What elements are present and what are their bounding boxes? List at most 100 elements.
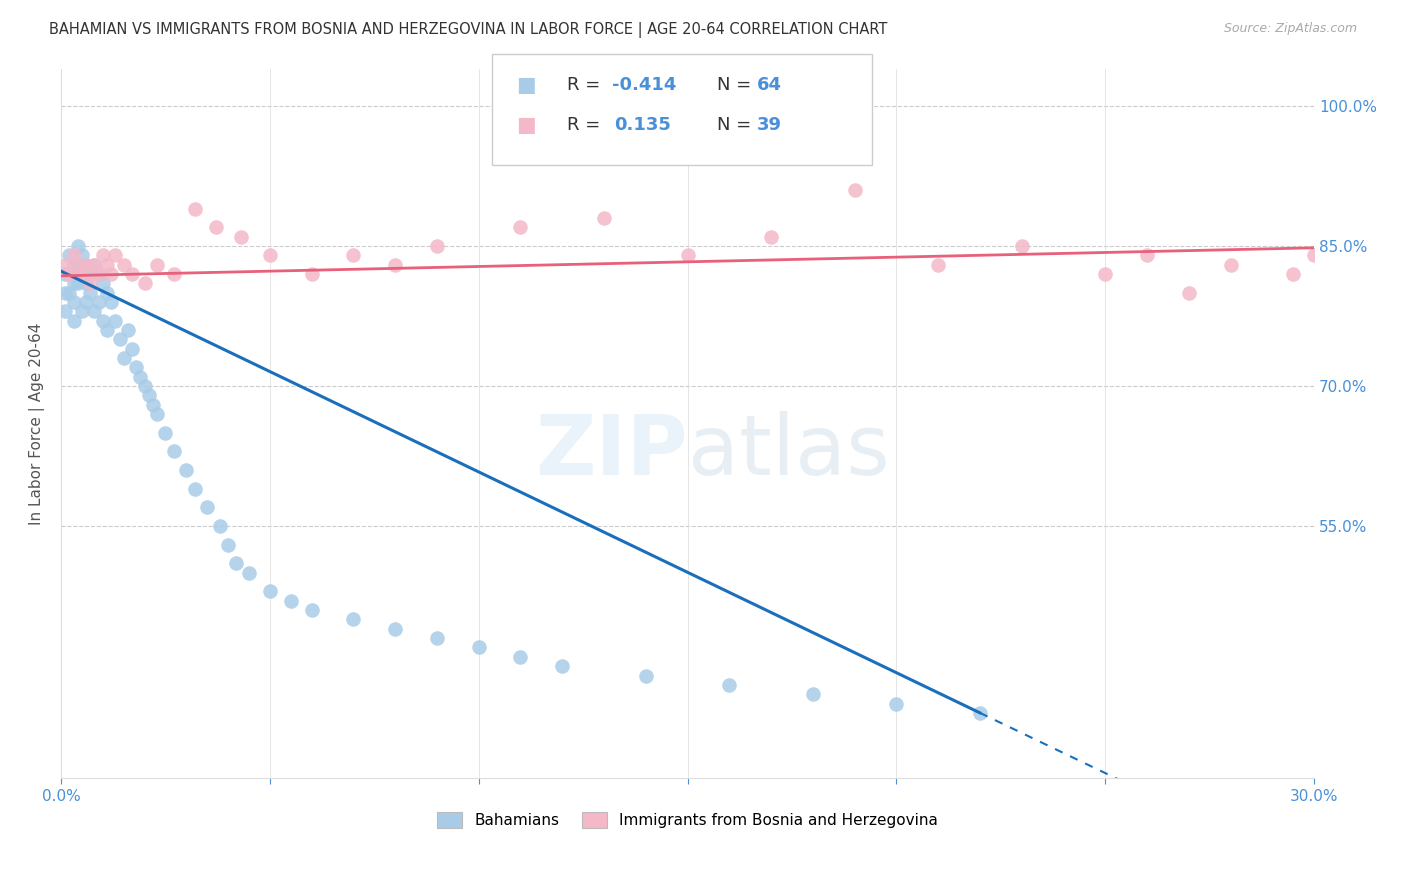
Point xyxy=(1011,239,1033,253)
Point xyxy=(969,706,991,720)
Point xyxy=(342,612,364,626)
Point xyxy=(204,220,226,235)
Point xyxy=(509,649,531,664)
Point xyxy=(676,248,699,262)
Point xyxy=(87,267,110,281)
Point xyxy=(62,277,84,291)
Point xyxy=(75,258,97,272)
Point xyxy=(70,267,93,281)
Point xyxy=(91,313,114,327)
Point xyxy=(75,295,97,310)
Point xyxy=(53,285,76,300)
Point xyxy=(551,659,574,673)
Point xyxy=(96,258,118,272)
Point xyxy=(125,360,148,375)
Point xyxy=(104,248,127,262)
Point xyxy=(163,444,186,458)
Point xyxy=(58,267,80,281)
Text: R =: R = xyxy=(567,116,612,134)
Text: 64: 64 xyxy=(756,76,782,94)
Point xyxy=(217,538,239,552)
Point xyxy=(53,304,76,318)
Point xyxy=(75,277,97,291)
Point xyxy=(142,398,165,412)
Point xyxy=(58,267,80,281)
Point xyxy=(1136,248,1159,262)
Text: N =: N = xyxy=(717,116,756,134)
Point xyxy=(301,267,323,281)
Text: ZIP: ZIP xyxy=(536,411,688,492)
Point xyxy=(70,304,93,318)
Point xyxy=(146,407,169,421)
Point xyxy=(53,258,76,272)
Point xyxy=(195,500,218,515)
Point xyxy=(96,285,118,300)
Text: ■: ■ xyxy=(516,115,536,135)
Point xyxy=(1094,267,1116,281)
Point xyxy=(225,557,247,571)
Point xyxy=(163,267,186,281)
Point xyxy=(229,229,252,244)
Point xyxy=(66,258,89,272)
Point xyxy=(183,482,205,496)
Point xyxy=(1282,267,1305,281)
Point xyxy=(176,463,198,477)
Point xyxy=(75,258,97,272)
Point xyxy=(62,313,84,327)
Point xyxy=(134,379,156,393)
Point xyxy=(117,323,139,337)
Point xyxy=(844,183,866,197)
Point xyxy=(1219,258,1241,272)
Point xyxy=(53,267,76,281)
Point xyxy=(79,267,101,281)
Text: ■: ■ xyxy=(516,75,536,95)
Point xyxy=(66,258,89,272)
Point xyxy=(183,202,205,216)
Point xyxy=(58,248,80,262)
Point xyxy=(426,239,449,253)
Point xyxy=(62,258,84,272)
Point xyxy=(1178,285,1201,300)
Point xyxy=(138,388,160,402)
Text: Source: ZipAtlas.com: Source: ZipAtlas.com xyxy=(1223,22,1357,36)
Point xyxy=(259,584,281,599)
Point xyxy=(83,258,105,272)
Point xyxy=(100,295,122,310)
Point xyxy=(259,248,281,262)
Point xyxy=(66,277,89,291)
Point xyxy=(155,425,177,440)
Point xyxy=(58,285,80,300)
Point xyxy=(1303,248,1326,262)
Point xyxy=(96,323,118,337)
Point xyxy=(70,267,93,281)
Point xyxy=(342,248,364,262)
Point xyxy=(208,519,231,533)
Text: R =: R = xyxy=(567,76,606,94)
Point xyxy=(104,313,127,327)
Point xyxy=(100,267,122,281)
Point xyxy=(801,687,824,701)
Point xyxy=(112,258,135,272)
Text: 39: 39 xyxy=(756,116,782,134)
Point xyxy=(62,248,84,262)
Point xyxy=(108,332,131,346)
Point xyxy=(91,248,114,262)
Point xyxy=(509,220,531,235)
Point xyxy=(134,277,156,291)
Point xyxy=(87,267,110,281)
Point xyxy=(238,566,260,580)
Point xyxy=(83,258,105,272)
Y-axis label: In Labor Force | Age 20-64: In Labor Force | Age 20-64 xyxy=(30,322,45,524)
Point xyxy=(91,277,114,291)
Point xyxy=(121,342,143,356)
Point xyxy=(121,267,143,281)
Text: atlas: atlas xyxy=(688,411,890,492)
Point xyxy=(384,622,406,636)
Point xyxy=(384,258,406,272)
Point xyxy=(66,239,89,253)
Point xyxy=(146,258,169,272)
Point xyxy=(83,304,105,318)
Point xyxy=(70,248,93,262)
Point xyxy=(634,668,657,682)
Text: N =: N = xyxy=(717,76,756,94)
